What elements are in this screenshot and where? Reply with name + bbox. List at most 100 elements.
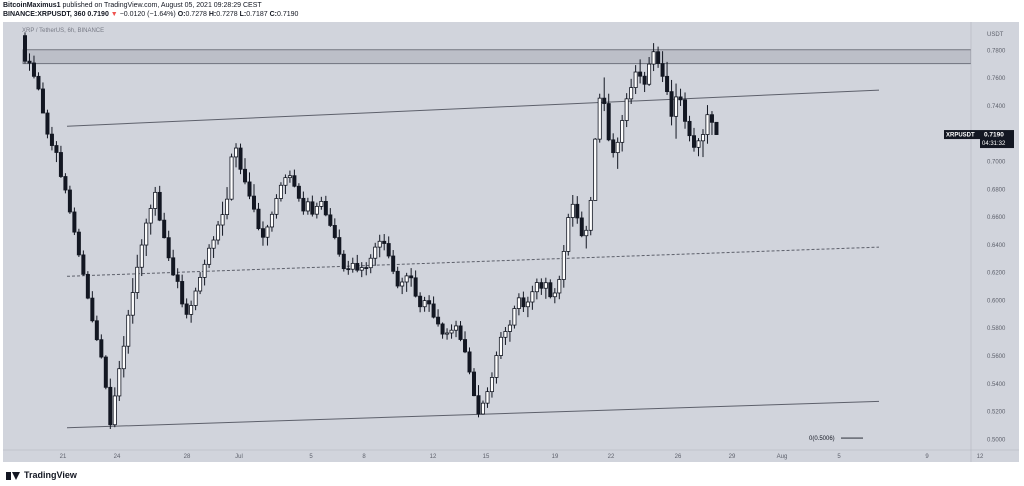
candle-body — [692, 135, 697, 148]
candle-body — [81, 254, 86, 275]
high-label: H: — [208, 11, 217, 18]
channel-lower-line — [66, 400, 880, 429]
candle-body — [274, 198, 279, 215]
candle-body — [90, 297, 95, 322]
candle-body — [683, 99, 688, 122]
last-value: 0.7190 — [87, 11, 109, 18]
last-price-symbol: XRPUSDT — [946, 133, 975, 139]
candle-body — [579, 217, 584, 237]
candle-body — [440, 323, 445, 335]
fib-level-label: 0(0.5006) — [809, 436, 835, 442]
candle-body — [602, 97, 607, 104]
candle-body — [72, 211, 77, 233]
candle-body — [225, 198, 230, 215]
candle-body — [436, 316, 441, 325]
last-price-tag — [980, 130, 1014, 149]
candle-body — [346, 268, 351, 271]
candle-body — [139, 244, 144, 268]
candle-body — [476, 395, 481, 415]
candle-body — [566, 217, 571, 252]
candle-body — [162, 219, 167, 239]
candle-body — [251, 195, 256, 210]
candle-body — [256, 208, 261, 230]
channel-upper-line — [66, 89, 880, 127]
candle-body — [638, 71, 643, 77]
candle-body — [395, 270, 400, 287]
candle-body — [400, 281, 405, 287]
candle-body — [714, 121, 719, 135]
y-tick-label: 0.7400 — [987, 104, 1006, 110]
candle-body — [243, 168, 248, 183]
candle-body — [534, 282, 539, 293]
candle-body — [54, 145, 59, 153]
candle-body — [301, 197, 306, 212]
x-tick-label: 5 — [309, 454, 313, 460]
candle-body — [445, 332, 450, 335]
y-tick-label: 0.6800 — [987, 187, 1006, 193]
candle-body — [184, 303, 189, 315]
low-label: L: — [239, 11, 247, 18]
candle-body — [489, 377, 494, 393]
change-arrow-icon: ▼ — [110, 11, 118, 18]
candle-body — [615, 141, 620, 154]
candle-body — [126, 314, 131, 347]
candle-body — [507, 324, 512, 332]
candle-body — [687, 120, 692, 137]
candle-body — [386, 243, 391, 257]
x-tick-label: 12 — [430, 454, 437, 460]
candle-body — [287, 175, 292, 179]
close-label: C: — [269, 11, 277, 18]
candle-body — [539, 282, 544, 289]
candle-body — [180, 281, 185, 305]
candle-body — [588, 200, 593, 231]
candle-body — [512, 308, 517, 326]
candle-body — [189, 305, 194, 315]
y-tick-label: 0.5800 — [987, 326, 1006, 332]
candle-body — [480, 402, 485, 415]
tradingview-footer[interactable]: TradingView — [6, 470, 77, 480]
x-tick-label: 28 — [184, 454, 191, 460]
price-axis-panel — [971, 22, 1019, 462]
candle-body — [99, 339, 104, 358]
candle-body — [144, 222, 149, 246]
candlestick-chart[interactable]: 0.5000 0.5200 0.5400 0.5600 0.5800 0.6000 0.62… — [3, 22, 1019, 462]
candle-body — [220, 214, 225, 226]
last-price-value: 0.7190 — [984, 132, 1004, 139]
y-tick-label: 0.6400 — [987, 243, 1006, 249]
candle-body — [471, 371, 476, 397]
candle-body — [157, 191, 162, 221]
candle-body — [709, 114, 714, 123]
candle-body — [49, 133, 54, 146]
candle-body — [171, 257, 176, 276]
author-name[interactable]: BitcoinMaximus1 — [3, 2, 61, 9]
candle-body — [548, 282, 553, 298]
publish-line: BitcoinMaximus1 published on TradingView… — [3, 1, 298, 10]
candle-body — [229, 156, 234, 200]
candle-body — [377, 240, 382, 248]
y-tick-label: 0.5200 — [987, 410, 1006, 416]
candle-body — [498, 336, 503, 356]
candle-body — [669, 91, 674, 117]
candle-body — [525, 301, 530, 308]
ohlc-line: BINANCE:XRPUSDT, 360 0.7190 ▼ −0.0120 (−… — [3, 10, 298, 19]
candle-body — [314, 206, 319, 215]
candle-body — [305, 201, 310, 212]
candle-body — [364, 267, 369, 269]
candle-body — [373, 246, 378, 259]
candle-body — [260, 228, 265, 238]
resistance-zone — [22, 49, 972, 65]
candle-body — [543, 282, 548, 289]
chart-area[interactable]: 0.5000 0.5200 0.5400 0.5600 0.5800 0.6000 0.62… — [3, 22, 1019, 462]
candle-body — [265, 226, 270, 238]
candle-body — [36, 75, 41, 90]
candle-body — [674, 96, 679, 117]
candle-body — [337, 237, 342, 255]
candle-body — [63, 176, 68, 191]
candle-body — [40, 88, 45, 114]
candle-body — [656, 51, 661, 64]
x-tick-label: Jul — [235, 454, 243, 460]
currency-label: USDT — [987, 32, 1004, 38]
candle-body — [678, 96, 683, 101]
candle-body — [269, 213, 274, 228]
tradingview-logo-icon — [6, 470, 20, 480]
